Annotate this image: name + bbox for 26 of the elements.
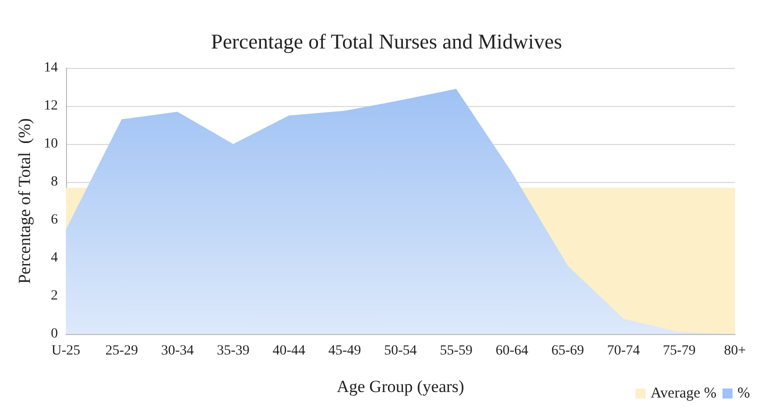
y-tick-label: 6 xyxy=(50,212,58,228)
x-tick-label: U-25 xyxy=(52,344,80,358)
x-tick-label: 40-44 xyxy=(272,344,306,358)
x-tick-label: 60-64 xyxy=(496,344,528,358)
y-axis-title: Percentage of Total (%) xyxy=(15,118,34,284)
y-tick-label: 4 xyxy=(50,250,58,266)
y-tick-label: 12 xyxy=(44,98,58,114)
x-tick-label: 65-69 xyxy=(551,344,584,358)
chart-title: Percentage of Total Nurses and Midwives xyxy=(211,30,562,54)
y-tick-label: 14 xyxy=(44,60,58,76)
x-tick-label: 35-39 xyxy=(216,344,250,358)
y-tick-label: 10 xyxy=(44,136,58,152)
x-tick-label: 25-29 xyxy=(105,344,138,358)
x-tick-label: 75-79 xyxy=(662,344,696,358)
x-axis-title: Age Group (years) xyxy=(336,377,464,396)
y-tick-label: 2 xyxy=(50,288,58,304)
legend-label: % xyxy=(738,386,750,402)
x-tick-label: 55-59 xyxy=(440,344,473,358)
x-tick-label: 80+ xyxy=(724,344,746,358)
x-tick-label: 45-49 xyxy=(328,344,362,358)
y-tick-label: 8 xyxy=(50,174,58,190)
legend-label: Average % xyxy=(650,386,717,402)
x-tick-label: 30-34 xyxy=(161,344,194,358)
y-tick-label: 0 xyxy=(50,326,58,342)
x-tick-label: 70-74 xyxy=(607,344,640,358)
x-tick-label: 50-54 xyxy=(384,344,417,358)
